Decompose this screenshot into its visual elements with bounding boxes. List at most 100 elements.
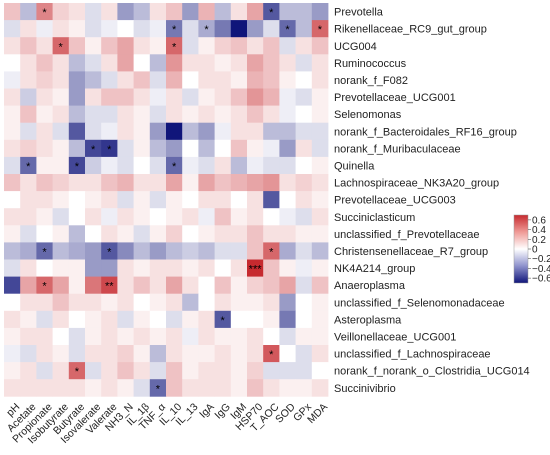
heatmap-cell xyxy=(230,191,248,209)
heatmap-cell xyxy=(311,139,329,158)
significance-mark: * xyxy=(269,349,274,361)
heatmap-cell xyxy=(52,276,70,295)
heatmap-cell xyxy=(4,105,21,124)
heatmap-cell xyxy=(133,174,151,192)
heatmap-cell xyxy=(36,174,53,192)
heatmap-cell xyxy=(182,293,199,312)
heatmap-cell xyxy=(149,293,167,312)
heatmap-cell xyxy=(182,156,199,175)
heatmap-cell xyxy=(20,139,37,158)
heatmap-cell xyxy=(85,156,102,175)
heatmap-cell xyxy=(263,3,280,21)
heatmap-cell xyxy=(182,362,199,380)
heatmap-cell xyxy=(198,362,215,380)
heatmap-cell xyxy=(279,174,296,192)
heatmap-cell xyxy=(20,88,37,106)
heatmap-cell xyxy=(214,174,232,192)
heatmap-cell xyxy=(133,54,151,72)
row-label: Rikenellaceae_RC9_gut_group xyxy=(334,24,487,36)
heatmap-cell xyxy=(182,174,199,192)
heatmap-cell xyxy=(85,122,102,141)
heatmap-cell xyxy=(149,362,167,380)
significance-mark: * xyxy=(318,24,323,36)
heatmap-cell xyxy=(214,105,232,124)
row-label: Prevotellaceae_UCG001 xyxy=(334,92,456,104)
heatmap-cell xyxy=(149,208,167,226)
heatmap-cell xyxy=(133,242,151,260)
heatmap-cell xyxy=(198,310,215,329)
heatmap-cell xyxy=(182,37,199,55)
heatmap-cell xyxy=(247,54,264,72)
heatmap-cell xyxy=(36,122,53,141)
heatmap-cell xyxy=(4,88,21,106)
heatmap-cell xyxy=(68,276,86,295)
row-label: norank_f_Muribaculaceae xyxy=(334,143,461,155)
heatmap-cell xyxy=(85,139,102,158)
heatmap-cell xyxy=(182,276,199,295)
heatmap-cell xyxy=(214,327,232,346)
heatmap-cell xyxy=(166,242,183,260)
heatmap-cell xyxy=(166,362,183,380)
heatmap-cell xyxy=(279,3,296,21)
heatmap-cell xyxy=(166,276,183,295)
heatmap-cell xyxy=(279,37,296,55)
heatmap-cell xyxy=(101,3,118,21)
heatmap-cell xyxy=(101,242,118,260)
heatmap-cell xyxy=(279,20,296,38)
heatmap-cell xyxy=(101,122,118,141)
heatmap-cell xyxy=(166,310,183,329)
heatmap-cell xyxy=(36,88,53,106)
heatmap-cell xyxy=(68,225,86,243)
heatmap-cell xyxy=(101,293,118,312)
heatmap-cell xyxy=(68,54,86,72)
row-label: Succinivibrio xyxy=(334,383,396,395)
heatmap-cell xyxy=(166,174,183,192)
heatmap-cell xyxy=(263,208,280,226)
heatmap-cell xyxy=(101,71,118,89)
row-label: UCG004 xyxy=(334,41,377,53)
heatmap-cell xyxy=(279,242,296,260)
heatmap-cell xyxy=(4,362,21,380)
heatmap-cell xyxy=(198,139,215,158)
heatmap-cell xyxy=(214,276,232,295)
heatmap-cell xyxy=(68,156,86,175)
heatmap-cell xyxy=(279,191,296,209)
heatmap-cell xyxy=(214,225,232,243)
heatmap-cell xyxy=(101,139,118,158)
heatmap-cell xyxy=(101,345,118,363)
row-label: Christensenellaceae_R7_group xyxy=(334,246,488,258)
significance-marks: * ** * * ** ** ** * ** * ***** ****** xyxy=(26,7,323,395)
heatmap-cell xyxy=(4,139,21,158)
heatmap-cell xyxy=(52,88,70,106)
heatmap-cell xyxy=(182,122,199,141)
heatmap-cell xyxy=(311,88,329,106)
heatmap-cell xyxy=(117,88,134,106)
heatmap-cell xyxy=(117,105,134,124)
heatmap-cell xyxy=(182,3,199,21)
heatmap-cell xyxy=(166,54,183,72)
heatmap-cells xyxy=(4,3,329,397)
significance-mark: * xyxy=(269,7,274,19)
heatmap-cell xyxy=(4,71,21,89)
heatmap-cell xyxy=(230,71,248,89)
heatmap-cell xyxy=(263,156,280,175)
heatmap-cell xyxy=(198,259,215,277)
heatmap-cell xyxy=(279,54,296,72)
heatmap-cell xyxy=(117,3,134,21)
heatmap-cell xyxy=(36,259,53,277)
significance-mark: * xyxy=(156,383,161,395)
heatmap-cell xyxy=(214,156,232,175)
colorbar-tick-label: 0.6 xyxy=(532,215,546,226)
heatmap-cell xyxy=(247,122,264,141)
heatmap-cell xyxy=(36,54,53,72)
heatmap-cell xyxy=(214,259,232,277)
heatmap-cell xyxy=(4,122,21,141)
heatmap-cell xyxy=(20,345,37,363)
heatmap-cell xyxy=(36,276,53,295)
heatmap-cell xyxy=(133,88,151,106)
heatmap-cell xyxy=(247,191,264,209)
heatmap-cell xyxy=(149,71,167,89)
heatmap-cell xyxy=(149,242,167,260)
heatmap-cell xyxy=(20,225,37,243)
heatmap-cell xyxy=(263,293,280,312)
